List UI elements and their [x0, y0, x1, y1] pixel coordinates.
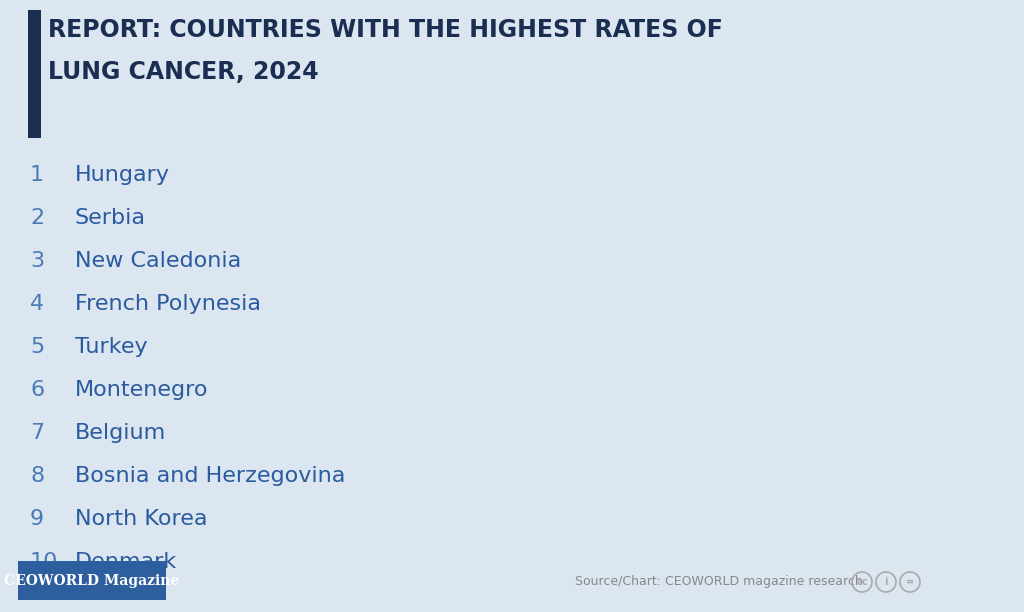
Text: Turkey: Turkey [75, 337, 147, 357]
Text: French Polynesia: French Polynesia [75, 294, 261, 314]
Text: Belgium: Belgium [75, 423, 166, 443]
Text: 8: 8 [30, 466, 44, 486]
Text: 7: 7 [30, 423, 44, 443]
Text: 5: 5 [30, 337, 44, 357]
Text: 10: 10 [30, 552, 58, 572]
Text: REPORT: COUNTRIES WITH THE HIGHEST RATES OF: REPORT: COUNTRIES WITH THE HIGHEST RATES… [48, 18, 723, 42]
Text: 3: 3 [30, 251, 44, 271]
Text: CEOWORLD Magazine: CEOWORLD Magazine [4, 573, 179, 588]
Text: Hungary: Hungary [75, 165, 170, 185]
Text: Montenegro: Montenegro [75, 380, 209, 400]
Bar [28, 10, 41, 138]
Text: 6: 6 [30, 380, 44, 400]
Text: 2: 2 [30, 208, 44, 228]
Text: 4: 4 [30, 294, 44, 314]
Text: =: = [906, 577, 914, 587]
Text: cc: cc [856, 577, 867, 587]
Text: New Caledonia: New Caledonia [75, 251, 242, 271]
Text: Bosnia and Herzegovina: Bosnia and Herzegovina [75, 466, 345, 486]
Text: 1: 1 [30, 165, 44, 185]
Text: North Korea: North Korea [75, 509, 208, 529]
Text: 9: 9 [30, 509, 44, 529]
Text: Source/Chart: CEOWORLD magazine research: Source/Chart: CEOWORLD magazine research [575, 575, 863, 589]
Text: Serbia: Serbia [75, 208, 146, 228]
Bar [18, 561, 166, 600]
Text: LUNG CANCER, 2024: LUNG CANCER, 2024 [48, 60, 318, 84]
Text: i: i [885, 577, 888, 587]
Text: Denmark: Denmark [75, 552, 177, 572]
